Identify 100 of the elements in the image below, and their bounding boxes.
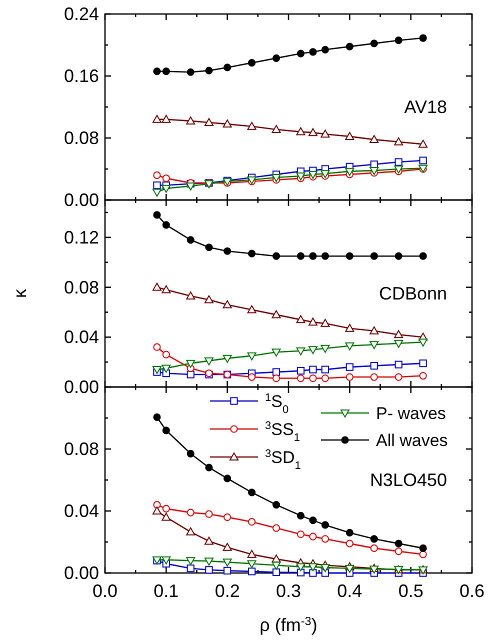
point (321, 535, 329, 543)
point (345, 324, 354, 332)
point (272, 501, 280, 509)
point (162, 285, 171, 294)
legend-label: $^{3}$SD$_{1}$ (265, 448, 301, 472)
point (272, 554, 281, 563)
point (186, 291, 196, 300)
point (321, 366, 329, 374)
legend-label: All waves (376, 431, 448, 450)
point (346, 540, 354, 548)
point (320, 564, 330, 572)
point (222, 558, 232, 567)
point (272, 54, 280, 62)
point (247, 305, 256, 314)
point (345, 168, 354, 176)
legend-label: $^{3}$SS$_{1}$ (265, 420, 300, 444)
point (272, 124, 281, 133)
y-tick-label: 0.08 (64, 128, 99, 148)
y-tick-label: 0.08 (64, 277, 99, 298)
point (394, 360, 402, 368)
y-axis-title: κ (10, 288, 30, 298)
point (370, 544, 378, 552)
point (296, 172, 306, 180)
point (296, 366, 305, 375)
point (419, 544, 427, 552)
point (309, 252, 317, 260)
point (394, 548, 402, 556)
point (296, 252, 305, 260)
point (308, 563, 318, 572)
point (153, 413, 161, 422)
point (418, 140, 428, 148)
x-tick-label: 0.0 (92, 581, 118, 601)
point (309, 569, 317, 577)
point (186, 360, 196, 368)
point (394, 158, 402, 166)
point (346, 252, 354, 260)
point (224, 566, 232, 574)
point (309, 366, 317, 374)
point (186, 508, 194, 516)
point (394, 540, 402, 548)
point (248, 59, 256, 67)
point (162, 114, 171, 123)
point (162, 68, 170, 76)
point (162, 426, 170, 434)
point (247, 122, 256, 130)
point (419, 252, 427, 260)
point (272, 252, 280, 260)
text: N3LO450 (370, 470, 447, 490)
point (309, 48, 317, 56)
point (309, 516, 317, 524)
point (205, 464, 213, 472)
text: AV18 (404, 97, 447, 117)
point (162, 512, 171, 521)
x-tick-label: 0.6 (459, 581, 485, 601)
point (370, 326, 379, 334)
point (309, 374, 317, 382)
point (153, 501, 161, 509)
legend-label: P- waves (376, 404, 446, 423)
point (153, 68, 161, 76)
point (346, 373, 354, 381)
point (162, 364, 171, 373)
point (346, 528, 354, 536)
point (320, 130, 330, 138)
point (419, 550, 427, 558)
point (419, 372, 427, 380)
point (152, 114, 162, 123)
point (394, 137, 404, 146)
point (186, 182, 196, 191)
point (370, 252, 378, 260)
point (153, 171, 161, 179)
point (186, 564, 194, 572)
legend-label: $^{1}$S$_{0}$ (265, 392, 289, 416)
point (205, 244, 213, 252)
point (247, 560, 256, 568)
point (394, 373, 402, 381)
point (345, 564, 354, 573)
point (308, 318, 318, 326)
point (162, 184, 171, 193)
point (321, 252, 329, 260)
point (152, 188, 162, 197)
point (272, 562, 281, 570)
point (370, 362, 378, 370)
point (394, 340, 404, 348)
y-tick-label: 0.00 (64, 563, 99, 583)
point (248, 568, 256, 576)
point (186, 527, 196, 536)
x-tick-label: 0.5 (398, 581, 424, 601)
point (162, 221, 170, 229)
point (186, 236, 194, 244)
point (186, 450, 194, 458)
point (419, 34, 427, 42)
point (186, 116, 196, 124)
point (186, 68, 194, 76)
point (204, 536, 214, 545)
point (370, 40, 378, 48)
point (204, 357, 214, 366)
point (370, 535, 378, 543)
x-tick-label: 0.3 (276, 581, 302, 601)
point (162, 504, 170, 512)
point (345, 132, 354, 140)
